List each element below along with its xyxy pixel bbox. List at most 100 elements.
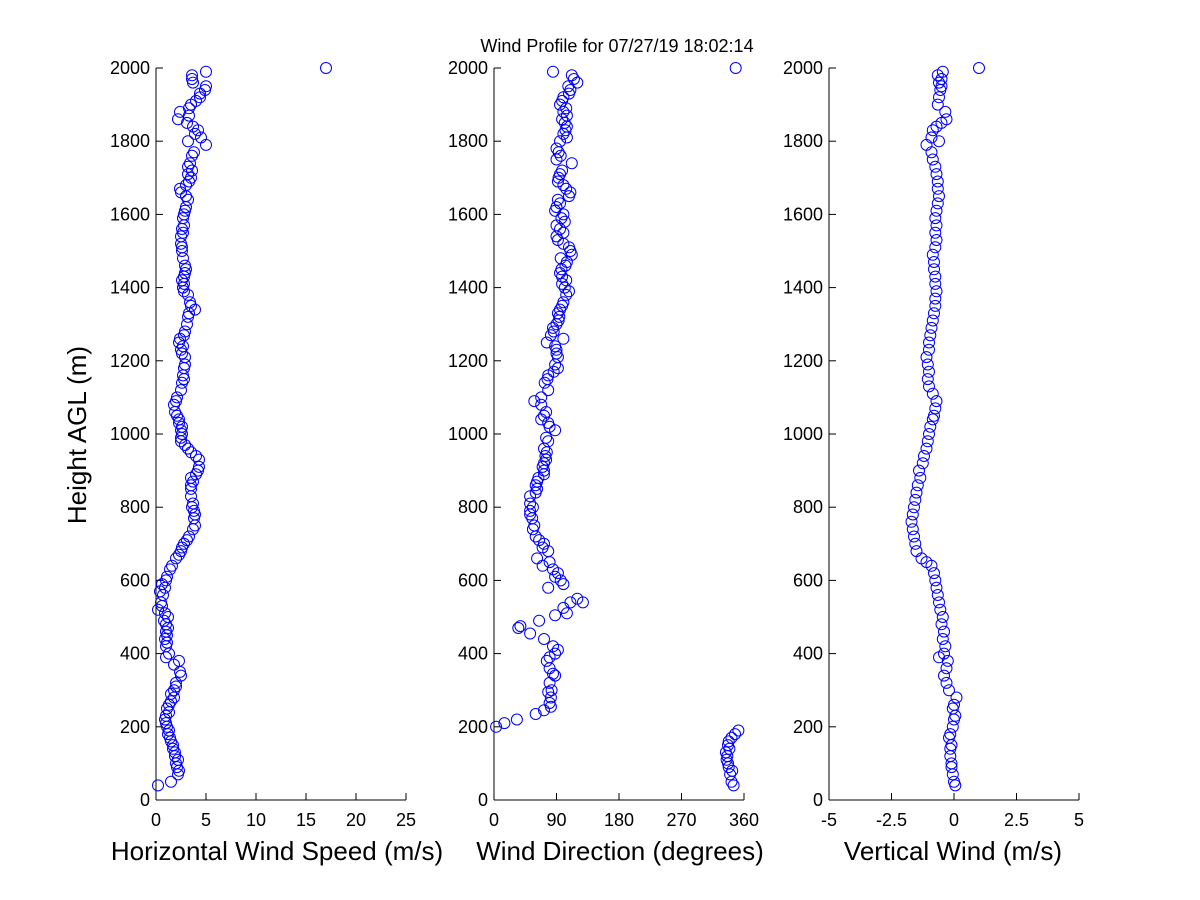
data-point (174, 182, 186, 195)
data-point (180, 263, 192, 276)
x-tick-label: 2.5 (1004, 810, 1029, 830)
data-point (931, 182, 944, 195)
data-point (529, 708, 542, 720)
data-point (557, 208, 570, 221)
data-point (939, 105, 952, 118)
data-point (540, 336, 553, 349)
data-point (554, 252, 567, 265)
data-point (554, 149, 567, 162)
figure-y-axis-label: Height AGL (m) (62, 346, 92, 524)
data-point (171, 761, 183, 774)
data-point (931, 98, 944, 111)
data-point (187, 497, 199, 510)
data-point (909, 537, 922, 550)
data-point (172, 113, 184, 126)
data-point (563, 285, 575, 298)
data-point (175, 424, 187, 437)
data-point (941, 654, 954, 667)
y-tick-label: 200 (793, 717, 823, 737)
data-point (556, 270, 569, 283)
data-point (490, 720, 503, 733)
data-point (945, 757, 958, 770)
y-tick-label: 0 (140, 790, 150, 810)
subplots: 0 5 10 15 20 25 0 200 400 600 800 1000 1200 1400 1600 1… (110, 58, 1084, 866)
data-point (923, 380, 935, 393)
data-point (512, 622, 525, 634)
data-point (926, 153, 939, 166)
data-point (550, 230, 563, 243)
data-point (540, 654, 553, 667)
data-point (560, 109, 573, 122)
y-tick-label: 1400 (783, 278, 823, 298)
y-tick-label: 1200 (783, 351, 823, 371)
y-tick-label: 400 (793, 644, 823, 664)
x-tick-label: 15 (296, 810, 316, 830)
y-tick-label: 1800 (110, 131, 150, 151)
data-point (536, 559, 549, 572)
x-tick-label: 360 (729, 810, 759, 830)
data-point (186, 73, 198, 85)
data-point (170, 395, 182, 408)
x-tick-label: 25 (396, 810, 416, 830)
data-point (193, 460, 205, 473)
data-point (185, 171, 197, 184)
data-point (160, 651, 172, 664)
data-point (498, 717, 511, 730)
subplot-1: 0 5 10 15 20 25 0 200 400 600 800 1000 1200 1400 1600 1… (110, 58, 443, 866)
data-point (172, 753, 184, 766)
data-point (906, 508, 919, 521)
y-tick-label: 800 (458, 497, 488, 517)
data-point (929, 402, 942, 415)
data-point (930, 219, 943, 232)
data-point (540, 446, 553, 459)
data-point (926, 387, 939, 400)
figure-title: Wind Profile for 07/27/19 18:02:14 (480, 36, 753, 56)
data-point (945, 739, 958, 752)
y-tick-label: 1600 (448, 204, 488, 224)
data-point (946, 720, 959, 733)
data-point (542, 384, 555, 397)
x-tick-label: -5 (821, 810, 837, 830)
data-point (929, 299, 942, 312)
data-point (938, 647, 950, 660)
data-point (939, 640, 952, 653)
data-point (558, 116, 571, 129)
data-point (923, 428, 935, 440)
data-point (183, 530, 195, 543)
data-point (550, 142, 563, 155)
data-point (549, 570, 562, 583)
data-point (547, 640, 559, 653)
data-point (165, 687, 177, 700)
y-tick-label: 200 (458, 717, 488, 737)
data-point (929, 270, 942, 283)
data-point (179, 259, 191, 272)
data-point (946, 768, 959, 781)
data-point (571, 76, 584, 89)
data-point (909, 493, 922, 506)
x-tick-label: 5 (201, 810, 211, 830)
data-point (549, 358, 562, 371)
data-point (550, 347, 563, 360)
data-point (928, 256, 940, 268)
data-point (906, 523, 919, 536)
data-point (943, 684, 955, 697)
y-tick-label: 1000 (448, 424, 488, 444)
data-point (722, 735, 735, 748)
data-point (910, 486, 923, 499)
data-point (184, 157, 196, 170)
data-point (930, 168, 943, 181)
y-tick-label: 2000 (448, 58, 488, 78)
data-point (931, 589, 944, 601)
data-point (913, 464, 925, 477)
data-point (729, 728, 741, 741)
data-point (948, 698, 960, 711)
data-point (931, 175, 944, 188)
data-point (180, 201, 192, 214)
data-point (920, 138, 933, 151)
data-point (554, 197, 566, 210)
data-point (547, 365, 560, 378)
data-point (179, 358, 191, 371)
data-point (524, 504, 537, 517)
data-point (167, 742, 179, 755)
data-point (514, 620, 527, 633)
